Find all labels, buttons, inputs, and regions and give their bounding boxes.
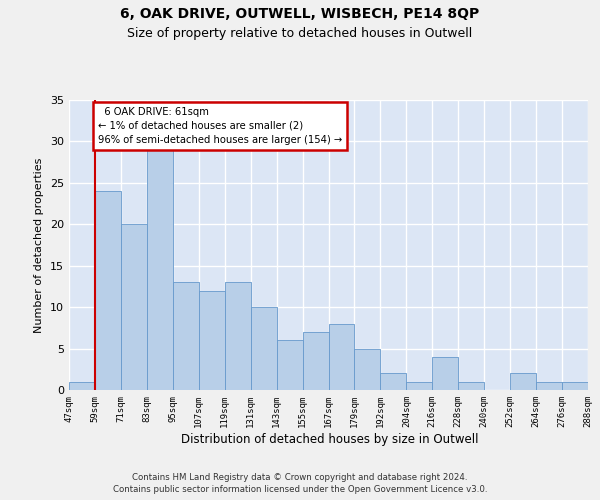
Bar [121,224,147,390]
Bar [406,382,432,390]
Y-axis label: Number of detached properties: Number of detached properties [34,158,44,332]
Bar [173,282,199,390]
Bar [69,382,95,390]
Bar [199,290,224,390]
Text: 6, OAK DRIVE, OUTWELL, WISBECH, PE14 8QP: 6, OAK DRIVE, OUTWELL, WISBECH, PE14 8QP [121,8,479,22]
Bar [536,382,562,390]
Text: Distribution of detached houses by size in Outwell: Distribution of detached houses by size … [181,432,479,446]
Text: Contains HM Land Registry data © Crown copyright and database right 2024.: Contains HM Land Registry data © Crown c… [132,472,468,482]
Bar [251,307,277,390]
Text: Size of property relative to detached houses in Outwell: Size of property relative to detached ho… [127,28,473,40]
Bar [355,348,380,390]
Bar [510,374,536,390]
Bar [95,191,121,390]
Bar [225,282,251,390]
Bar [147,150,173,390]
Bar [380,374,406,390]
Bar [329,324,355,390]
Bar [302,332,329,390]
Text: Contains public sector information licensed under the Open Government Licence v3: Contains public sector information licen… [113,485,487,494]
Bar [277,340,302,390]
Text: 6 OAK DRIVE: 61sqm
← 1% of detached houses are smaller (2)
96% of semi-detached : 6 OAK DRIVE: 61sqm ← 1% of detached hous… [98,106,342,144]
Bar [433,357,458,390]
Bar [562,382,588,390]
Bar [458,382,484,390]
